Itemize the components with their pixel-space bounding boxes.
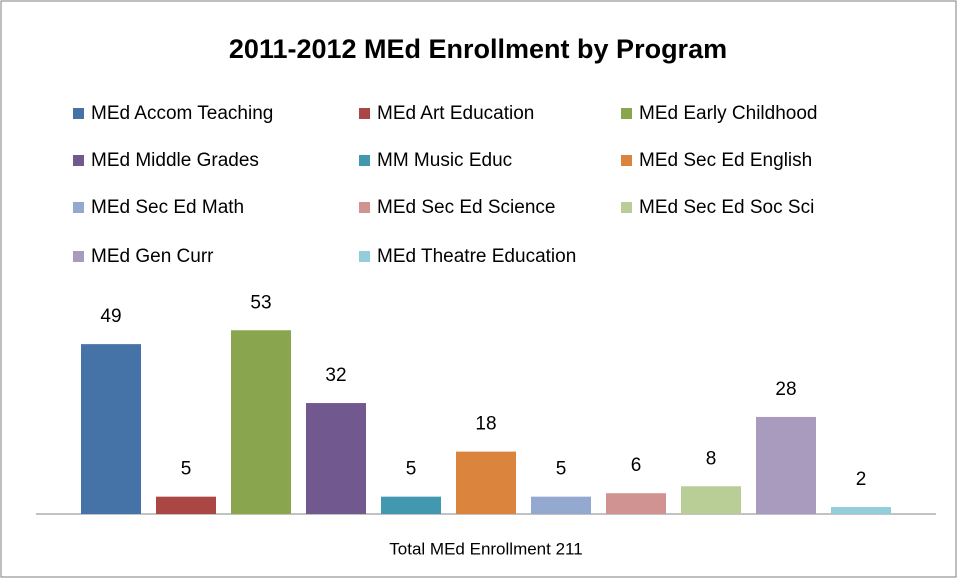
x-axis-label: Total MEd Enrollment 211 xyxy=(389,539,582,558)
value-label: 32 xyxy=(325,365,346,386)
bar xyxy=(231,330,291,514)
bar xyxy=(81,344,141,514)
legend-swatch xyxy=(73,108,84,119)
bar xyxy=(756,416,816,514)
legend-label: MEd Sec Ed Science xyxy=(377,197,555,218)
bar xyxy=(306,403,366,514)
value-label: 2 xyxy=(856,469,867,490)
bar xyxy=(156,496,216,514)
value-label: 5 xyxy=(406,459,417,480)
legend-label: MM Music Educ xyxy=(377,150,512,171)
value-label: 5 xyxy=(181,459,192,480)
value-label: 8 xyxy=(706,448,717,469)
legend-label: MEd Theatre Education xyxy=(377,246,576,267)
legend-swatch xyxy=(73,251,84,262)
legend-label: MEd Sec Ed Soc Sci xyxy=(639,197,814,218)
legend-swatch xyxy=(359,251,370,262)
legend-swatch xyxy=(73,155,84,166)
legend-label: MEd Gen Curr xyxy=(91,246,214,267)
bar xyxy=(456,451,516,514)
legend-label: MEd Sec Ed English xyxy=(639,150,812,171)
value-label: 28 xyxy=(775,379,796,400)
legend-label: MEd Middle Grades xyxy=(91,150,259,171)
legend-swatch xyxy=(73,202,84,213)
value-label: 6 xyxy=(631,455,642,476)
legend-swatch xyxy=(359,108,370,119)
value-label: 18 xyxy=(475,414,496,435)
bar xyxy=(381,496,441,514)
bar xyxy=(606,493,666,514)
legend-swatch xyxy=(621,108,632,119)
legend-label: MEd Sec Ed Math xyxy=(91,197,244,218)
legend-label: MEd Art Education xyxy=(377,103,534,124)
value-label: 49 xyxy=(100,306,121,327)
value-label: 53 xyxy=(250,292,271,313)
legend-swatch xyxy=(359,202,370,213)
legend-label: MEd Accom Teaching xyxy=(91,103,273,124)
legend-swatch xyxy=(359,155,370,166)
legend-label: MEd Early Childhood xyxy=(639,103,817,124)
bar xyxy=(831,507,891,514)
bar xyxy=(681,486,741,514)
bar xyxy=(531,496,591,514)
value-label: 5 xyxy=(556,459,567,480)
chart-title: 2011-2012 MEd Enrollment by Program xyxy=(229,34,727,64)
legend-swatch xyxy=(621,155,632,166)
legend-swatch xyxy=(621,202,632,213)
